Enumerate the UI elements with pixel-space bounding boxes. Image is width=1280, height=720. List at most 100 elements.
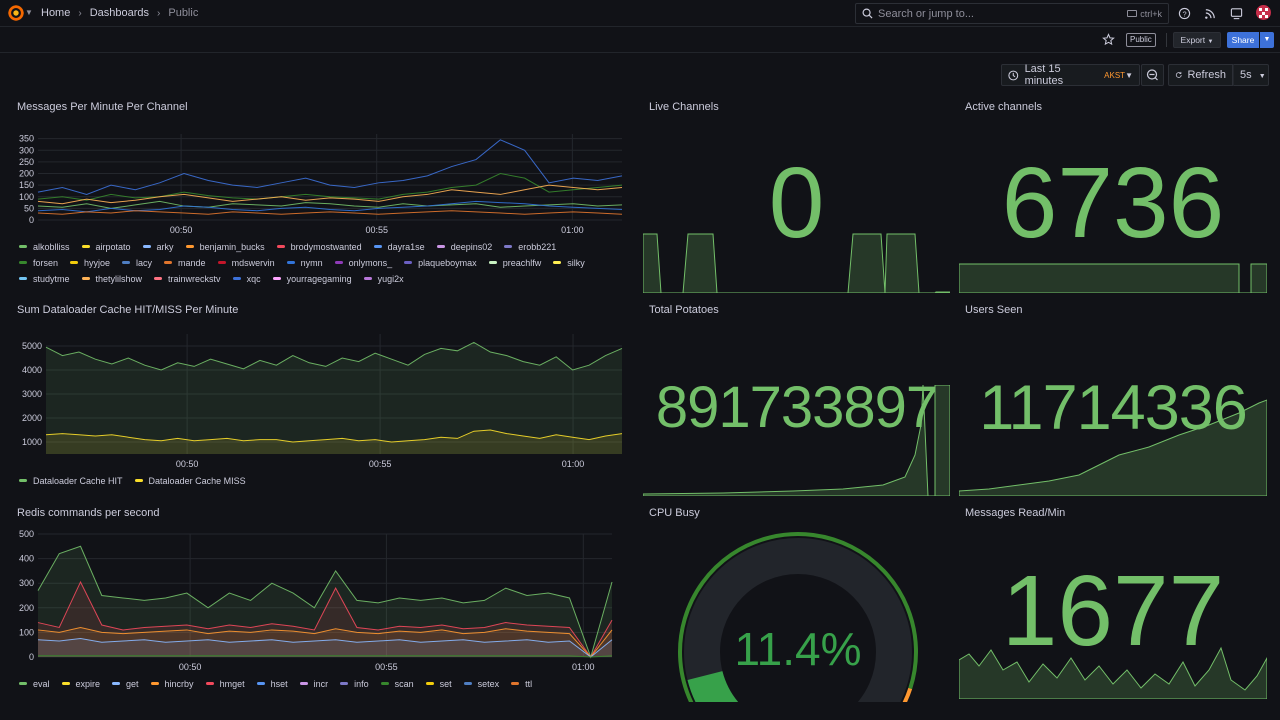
y-tick-label: 2000 (22, 413, 42, 423)
y-tick-label: 300 (19, 145, 34, 155)
chevron-down-icon: ▼ (1125, 70, 1133, 80)
legend-label: get (126, 678, 139, 689)
grafana-logo-icon[interactable] (7, 4, 25, 22)
help-icon[interactable]: ? (1178, 7, 1191, 20)
refresh-interval-select[interactable]: 5s ▼ (1233, 64, 1269, 86)
cpu-busy-gauge: 11.4% (678, 532, 918, 702)
x-tick-label: 00:50 (170, 225, 193, 235)
legend-item[interactable]: plaqueboymax (404, 257, 477, 268)
legend-swatch (81, 245, 90, 248)
legend-item[interactable]: mande (164, 257, 206, 268)
y-tick-label: 3000 (22, 389, 42, 399)
panel-title[interactable]: Messages Read/Min (965, 507, 1066, 519)
legend-item[interactable]: hmget (205, 678, 245, 689)
sparkline-area (959, 646, 1267, 699)
legend-item[interactable]: preachlfw (488, 257, 541, 268)
panel-title[interactable]: CPU Busy (649, 507, 700, 519)
legend-item[interactable]: lacy (122, 257, 152, 268)
legend-label: studytme (33, 273, 70, 284)
legend-item[interactable]: set (425, 678, 452, 689)
legend-item[interactable]: deepins02 (436, 241, 493, 252)
legend-item[interactable]: hincrby (150, 678, 194, 689)
stat-value: 891733897 (655, 375, 938, 440)
clock-icon (1008, 70, 1019, 80)
star-icon[interactable] (1102, 33, 1115, 46)
legend-swatch (70, 261, 79, 264)
legend-item[interactable]: scan (380, 678, 414, 689)
stat-value: 11714336 (979, 373, 1248, 443)
legend-label: deepins02 (450, 241, 493, 252)
panel-title[interactable]: Users Seen (965, 304, 1023, 316)
legend-item[interactable]: hset (256, 678, 288, 689)
legend-item[interactable]: onlymons_ (334, 257, 392, 268)
panel-title[interactable]: Redis commands per second (17, 507, 160, 519)
legend-item[interactable]: silky (553, 257, 585, 268)
y-tick-label: 5000 (22, 341, 42, 351)
legend-item[interactable]: trainwreckstv (154, 273, 221, 284)
legend-swatch (286, 261, 295, 264)
legend-item[interactable]: alkoblliss (19, 241, 70, 252)
chevron-down-icon[interactable]: ▼ (25, 8, 33, 17)
panel-title[interactable]: Total Potatoes (649, 304, 719, 316)
breadcrumb-home[interactable]: Home (41, 7, 71, 19)
series-area (38, 627, 612, 657)
panel-title[interactable]: Live Channels (649, 101, 719, 113)
y-tick-label: 4000 (22, 365, 42, 375)
legend-label: expire (75, 678, 101, 689)
export-button[interactable]: Export ▼ (1173, 32, 1221, 48)
breadcrumb-dashboards[interactable]: Dashboards (89, 7, 150, 19)
share-button[interactable]: Share (1227, 32, 1259, 48)
legend-item[interactable]: arky (142, 241, 174, 252)
legend-swatch (425, 682, 434, 685)
legend-item[interactable]: hyyjoe (70, 257, 110, 268)
refresh-button[interactable]: Refresh (1168, 64, 1233, 86)
search-input[interactable]: Search or jump to... ctrl+k (855, 3, 1169, 24)
zoom-out-button[interactable] (1141, 64, 1164, 86)
tv-mode-icon[interactable] (1230, 7, 1243, 20)
rss-icon[interactable] (1204, 7, 1217, 20)
legend-item[interactable]: info (340, 678, 369, 689)
gauge-threshold-arc (902, 687, 913, 702)
series-line-xqc (37, 139, 623, 195)
legend-item[interactable]: Dataloader Cache HIT (19, 475, 123, 486)
legend-swatch (19, 245, 27, 248)
legend-item[interactable]: yugi2x (363, 273, 404, 284)
legend-swatch (134, 479, 143, 482)
legend-item[interactable]: airpotato (81, 241, 131, 252)
y-tick-label: 100 (19, 627, 34, 637)
x-tick-label: 01:00 (561, 225, 584, 235)
legend-item[interactable]: ttl (511, 678, 532, 689)
share-menu-chevron-icon[interactable]: ▼ (1260, 32, 1274, 48)
legend-item[interactable]: xqc (232, 273, 261, 284)
legend-swatch (504, 245, 513, 248)
time-range-picker[interactable]: Last 15 minutes AKST ▼ (1001, 63, 1140, 87)
user-avatar[interactable] (1256, 5, 1271, 20)
legend-label: plaqueboymax (418, 257, 477, 268)
legend-item[interactable]: incr (299, 678, 328, 689)
legend-item[interactable]: nymn (286, 257, 323, 268)
gauge-value: 11.4% (734, 623, 861, 675)
panel-title[interactable]: Messages Per Minute Per Channel (17, 101, 188, 113)
panel-title[interactable]: Sum Dataloader Cache HIT/MISS Per Minute (17, 304, 239, 316)
y-tick-label: 400 (19, 554, 34, 564)
legend-item[interactable]: get (112, 678, 139, 689)
legend-item[interactable]: thetylilshow (81, 273, 142, 284)
sparkline-area (959, 399, 1267, 496)
legend-swatch (334, 261, 343, 264)
legend-item[interactable]: yourragegaming (272, 273, 352, 284)
legend-item[interactable]: Dataloader Cache MISS (134, 475, 246, 486)
legend-item[interactable]: eval (19, 678, 50, 689)
legend-swatch (205, 682, 214, 685)
legend-item[interactable]: setex (463, 678, 499, 689)
panel-title[interactable]: Active channels (965, 101, 1043, 113)
legend-item[interactable]: studytme (19, 273, 70, 284)
legend-item[interactable]: dayra1se (373, 241, 425, 252)
timezone-badge: AKST (1104, 70, 1126, 80)
legend-item[interactable]: forsen (19, 257, 58, 268)
zoom-out-icon (1146, 69, 1158, 81)
legend-item[interactable]: brodymostwanted (276, 241, 362, 252)
legend-item[interactable]: expire (61, 678, 101, 689)
legend-item[interactable]: erobb221 (504, 241, 556, 252)
legend-item[interactable]: mdswervin (217, 257, 275, 268)
legend-item[interactable]: benjamin_bucks (185, 241, 265, 252)
